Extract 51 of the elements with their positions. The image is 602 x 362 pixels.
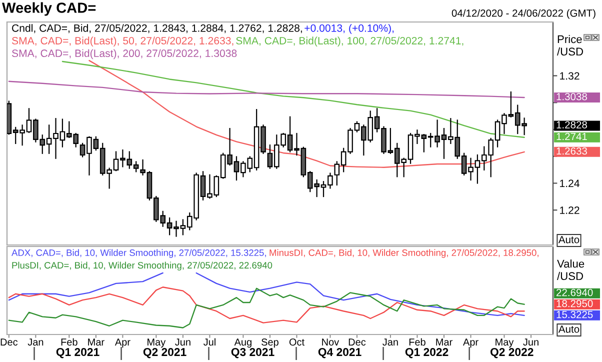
text: 1.2633 bbox=[556, 147, 587, 155]
y-tick-label: 1.22 bbox=[560, 206, 580, 214]
text: 1.3038 bbox=[556, 92, 587, 100]
x-tick-label: Oct bbox=[289, 338, 304, 346]
x-tick-label: Jun bbox=[175, 338, 190, 346]
text: 22.6940 bbox=[556, 288, 593, 296]
x2-tick-label: Q4 2021 bbox=[318, 348, 362, 358]
x-tick-label: Sep bbox=[262, 338, 278, 348]
chart-subtitle: 04/12/2020 - 24/06/2022 (GMT) bbox=[452, 9, 596, 19]
y-tick-label: 1.24 bbox=[560, 180, 580, 188]
x-tick-label: Mar bbox=[88, 338, 104, 346]
x2-tick-label: Q1 2022 bbox=[405, 348, 448, 358]
x-tick-label: Feb bbox=[61, 338, 78, 346]
x2-tick-label: Q1 2021 bbox=[56, 348, 100, 358]
x-tick-label: Aug bbox=[234, 338, 252, 348]
y-axis-title: Price /USD bbox=[557, 35, 584, 56]
x-tick-label: Jan bbox=[28, 338, 44, 346]
text: PlusDI, CAD=, Bid, 10, Wilder Smoothing, 27/05/2022, 22.6940 bbox=[12, 262, 272, 270]
x-tick-label: May bbox=[148, 338, 166, 348]
text: 1.2828 bbox=[556, 121, 587, 128]
text: 18.2950 bbox=[556, 300, 593, 308]
text: Auto bbox=[558, 326, 580, 333]
text: ADX, CAD=, Bid, 10, Wilder Smoothing, 27/05/2022, 15.3225, bbox=[12, 249, 266, 258]
x-tick-label: Jan bbox=[382, 338, 398, 346]
text: SMA, CAD=, Bid(Last), 50, 27/05/2022, 1.2633, bbox=[12, 36, 234, 47]
x-tick-label: Nov bbox=[322, 338, 340, 346]
x-tick-label: Jun bbox=[523, 338, 538, 346]
x2-tick-label: Q2 2021 bbox=[143, 348, 186, 358]
x2-tick-label: Q2 2022 bbox=[490, 348, 534, 358]
x-tick-label: Dec bbox=[0, 338, 18, 346]
line-series bbox=[62, 60, 525, 138]
text: Cndl, CAD=, Bid, 27/05/2022, 1.2843, 1.2884, 1.2762, 1.2828, bbox=[12, 24, 302, 34]
x-tick-label: May bbox=[496, 338, 514, 348]
x-tick-label: Apr bbox=[463, 338, 478, 348]
x-tick-label: Mar bbox=[436, 338, 452, 346]
text: MinusDI, CAD=, Bid, 10, Wilder Smoothing, 27/05/2022, 18.2950, bbox=[270, 249, 538, 258]
y-axis-title: Value /USD bbox=[557, 260, 584, 280]
x2-tick-label: Q3 2021 bbox=[231, 348, 274, 358]
x-tick-label: Feb bbox=[409, 338, 426, 346]
text: SMA, CAD=, Bid(Last), 100, 27/05/2022, 1.2741, bbox=[236, 36, 464, 47]
text: SMA, CAD=, Bid(Last), 200, 27/05/2022, 1.3038 bbox=[12, 49, 237, 60]
y-tick-label: 1.32 bbox=[560, 72, 580, 80]
line-series bbox=[8, 80, 525, 98]
x-tick-label: Dec bbox=[348, 338, 366, 346]
text: 1.2741 bbox=[556, 132, 587, 140]
x-tick-label: Jul bbox=[203, 338, 216, 346]
x-tick-label: Apr bbox=[114, 338, 130, 348]
chart-title: Weekly CAD= bbox=[2, 2, 96, 16]
text: Auto bbox=[558, 236, 580, 244]
annotation: +0.0013, (+0.10%), bbox=[304, 24, 394, 34]
text: 15.3225 bbox=[556, 310, 593, 318]
